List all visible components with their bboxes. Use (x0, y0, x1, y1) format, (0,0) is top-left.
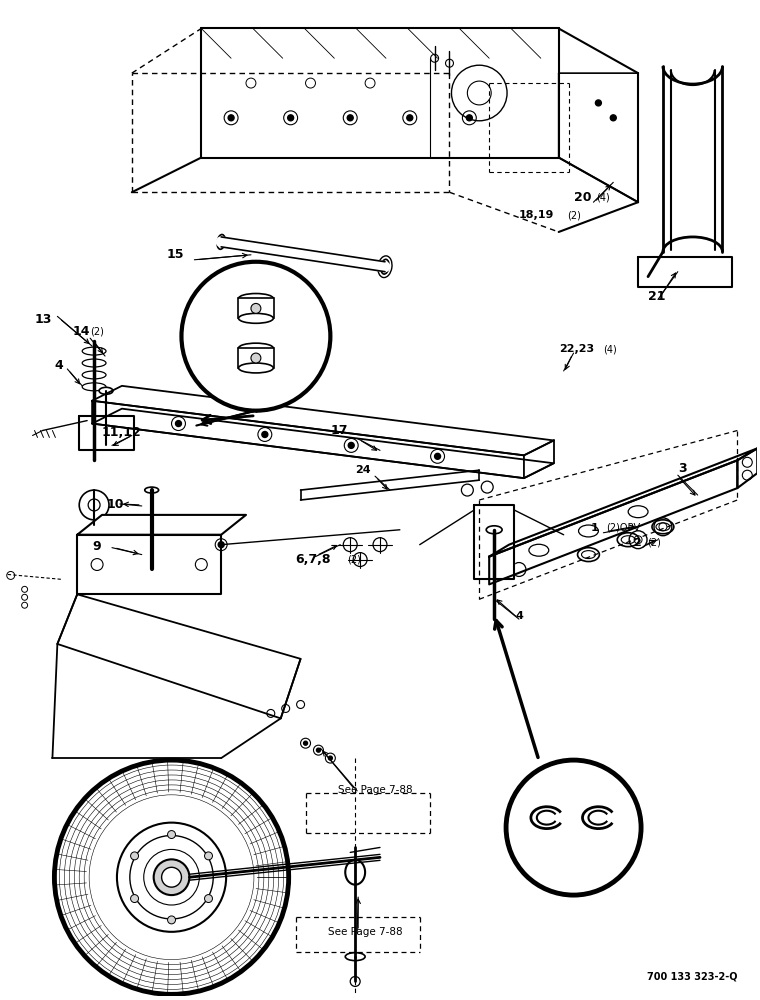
Text: (2)OPV: (2)OPV (606, 523, 641, 533)
Polygon shape (57, 594, 301, 718)
Circle shape (79, 490, 109, 520)
Text: 2: 2 (633, 538, 641, 548)
Polygon shape (78, 515, 246, 535)
Circle shape (167, 831, 176, 839)
Text: 11,12: 11,12 (102, 426, 142, 439)
Circle shape (204, 895, 213, 903)
Polygon shape (474, 505, 514, 579)
Text: 16: 16 (268, 289, 287, 303)
Text: 24: 24 (355, 465, 371, 475)
Text: (2): (2) (567, 210, 581, 220)
Text: (4): (4) (603, 344, 617, 354)
Text: 700 133 323-2-Q: 700 133 323-2-Q (647, 971, 737, 981)
Text: 6,7,8: 6,7,8 (296, 553, 331, 566)
Ellipse shape (99, 442, 113, 449)
Bar (238, 348, 274, 368)
Polygon shape (78, 535, 221, 594)
Ellipse shape (486, 526, 502, 534)
Ellipse shape (82, 359, 106, 367)
Circle shape (204, 852, 213, 860)
Text: 3: 3 (678, 462, 686, 475)
Text: See Page 7-88: See Page 7-88 (338, 785, 413, 795)
Text: 9: 9 (92, 540, 101, 553)
Ellipse shape (99, 387, 113, 394)
Circle shape (506, 760, 641, 895)
Circle shape (348, 442, 354, 448)
Circle shape (176, 421, 182, 427)
Polygon shape (92, 409, 554, 478)
Circle shape (228, 115, 234, 121)
Polygon shape (489, 448, 757, 557)
Circle shape (328, 756, 332, 760)
Ellipse shape (82, 371, 106, 379)
Circle shape (288, 115, 293, 121)
Text: 21: 21 (648, 290, 666, 303)
Circle shape (131, 852, 138, 860)
Circle shape (267, 709, 275, 717)
Polygon shape (638, 257, 733, 287)
Circle shape (251, 303, 261, 313)
Circle shape (251, 353, 261, 363)
Polygon shape (489, 460, 737, 584)
Text: See Page 7-88: See Page 7-88 (328, 927, 403, 937)
Text: 10: 10 (107, 498, 125, 511)
Text: (2): (2) (90, 326, 104, 336)
Ellipse shape (345, 953, 365, 961)
Polygon shape (92, 386, 554, 455)
Circle shape (347, 115, 353, 121)
Circle shape (182, 262, 331, 411)
Text: 1: 1 (591, 523, 598, 533)
Text: 17: 17 (331, 424, 348, 437)
Text: 20: 20 (574, 191, 591, 204)
Text: 18,19: 18,19 (519, 210, 554, 220)
Circle shape (435, 453, 441, 459)
Circle shape (282, 704, 290, 712)
Circle shape (467, 115, 472, 121)
Circle shape (316, 748, 321, 752)
Text: 15: 15 (166, 248, 184, 261)
Circle shape (595, 100, 601, 106)
Circle shape (167, 916, 176, 924)
Text: (2): (2) (647, 538, 661, 548)
Ellipse shape (239, 294, 274, 303)
Text: (2): (2) (552, 867, 565, 877)
Polygon shape (92, 401, 524, 478)
Text: (2): (2) (301, 291, 315, 301)
Polygon shape (737, 448, 757, 488)
Ellipse shape (239, 343, 274, 353)
Circle shape (303, 741, 308, 745)
Text: 13: 13 (34, 313, 52, 326)
Ellipse shape (144, 487, 159, 493)
Text: (4): (4) (597, 192, 610, 202)
Circle shape (162, 867, 182, 887)
Circle shape (610, 115, 616, 121)
Text: 14: 14 (72, 325, 90, 338)
Text: 4: 4 (516, 611, 524, 621)
Circle shape (407, 115, 413, 121)
Ellipse shape (239, 363, 274, 373)
Bar (238, 298, 274, 318)
Ellipse shape (345, 860, 365, 885)
Circle shape (131, 895, 138, 903)
Ellipse shape (82, 383, 106, 391)
Polygon shape (79, 416, 134, 450)
Circle shape (296, 701, 305, 708)
Ellipse shape (239, 313, 274, 323)
Circle shape (218, 542, 224, 548)
Text: 22,23: 22,23 (559, 344, 594, 354)
Text: 4: 4 (55, 359, 63, 372)
Circle shape (262, 432, 268, 437)
Text: (2): (2) (347, 555, 361, 565)
Circle shape (154, 859, 189, 895)
Text: 5: 5 (539, 866, 548, 879)
Ellipse shape (82, 347, 106, 355)
